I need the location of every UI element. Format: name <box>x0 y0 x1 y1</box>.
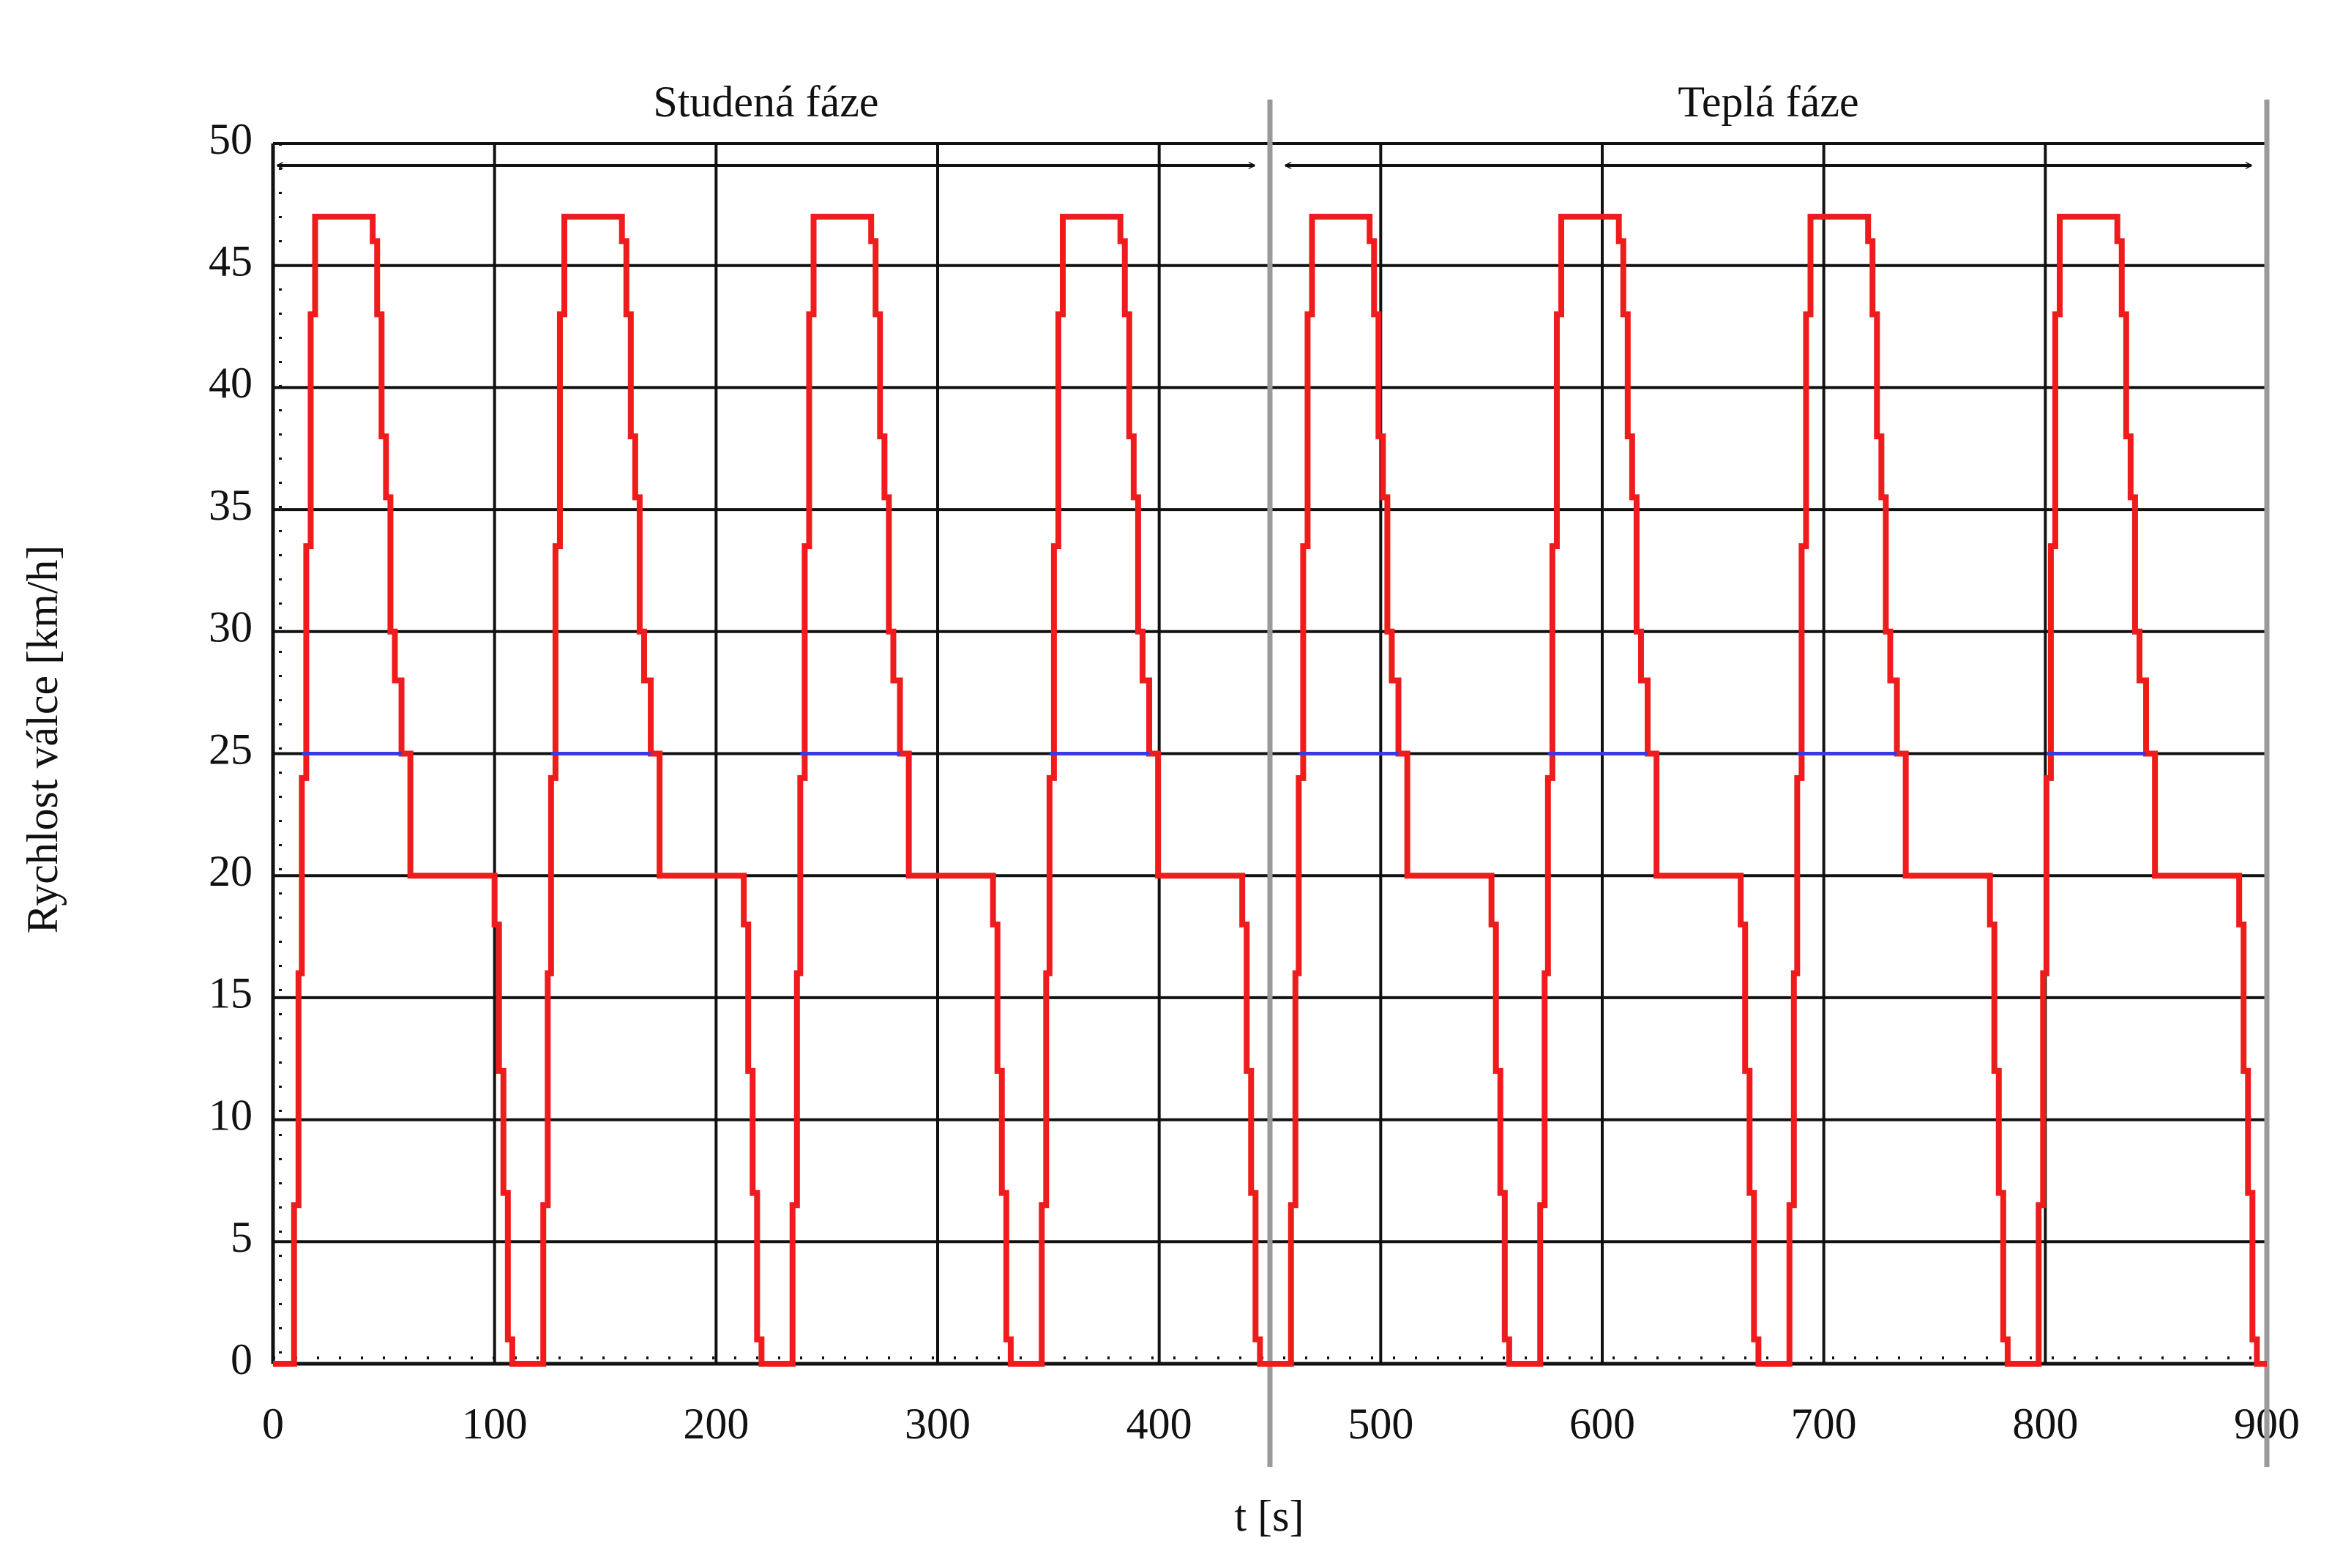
y-tick-label: 25 <box>209 725 253 773</box>
y-tick-label: 10 <box>209 1091 253 1139</box>
y-tick-label: 15 <box>209 969 253 1018</box>
x-tick-label: 0 <box>262 1400 284 1448</box>
y-tick-label: 0 <box>231 1335 253 1384</box>
y-tick-label: 30 <box>209 603 253 652</box>
x-axis-title: t [s] <box>1235 1492 1304 1540</box>
phase-label: Teplá fáze <box>1678 78 1858 126</box>
x-tick-label: 800 <box>2012 1400 2078 1448</box>
x-tick-label: 200 <box>683 1400 749 1448</box>
y-tick-label: 5 <box>231 1213 253 1261</box>
x-tick-label: 600 <box>1569 1400 1635 1448</box>
y-tick-label: 50 <box>209 115 253 163</box>
data-line <box>273 214 2267 1367</box>
phase-label: Studená fáze <box>653 78 878 126</box>
y-axis-title: Rychlost válce [km/h] <box>18 545 67 934</box>
x-tick-label: 300 <box>905 1400 971 1448</box>
x-tick-label: 700 <box>1791 1400 1857 1448</box>
y-tick-label: 45 <box>209 236 253 285</box>
y-tick-label: 35 <box>209 481 253 529</box>
y-tick-label: 20 <box>209 847 253 895</box>
x-tick-label: 500 <box>1348 1400 1413 1448</box>
x-tick-label: 100 <box>462 1400 528 1448</box>
y-tick-label: 40 <box>209 359 253 407</box>
x-tick-label: 400 <box>1126 1400 1192 1448</box>
